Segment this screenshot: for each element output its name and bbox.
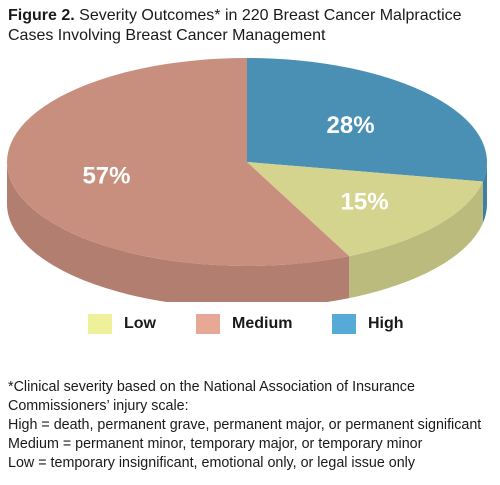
slice-label-low: 15% xyxy=(341,189,389,216)
legend-label-high: High xyxy=(368,315,404,332)
legend-label-medium: Medium xyxy=(232,315,293,332)
footnote-line-2: Commissioners’ injury scale: xyxy=(8,398,189,414)
footnote-line-1: *Clinical severity based on the National… xyxy=(8,379,415,395)
pie-chart: 28% 15% 57% xyxy=(7,58,487,302)
pie-slice-high xyxy=(247,58,487,182)
legend-swatch-medium xyxy=(196,314,220,334)
pie-slice-low xyxy=(247,162,483,257)
chart-title: Figure 2. Severity Outcomes* in 220 Brea… xyxy=(8,6,488,46)
slice-label-medium: 57% xyxy=(82,163,130,190)
legend-item-high: High xyxy=(332,314,404,334)
pie-side-high xyxy=(482,162,487,224)
figure-label: Figure 2. xyxy=(8,7,75,24)
pie-side-low xyxy=(349,181,483,299)
legend-swatch-high xyxy=(332,314,356,334)
footnote-line-3: High = death, permanent grave, permanent… xyxy=(8,417,482,433)
pie-labels: 28% 15% 57% xyxy=(82,112,388,216)
pie-side-medium xyxy=(7,162,350,302)
footnote-line-4: Medium = permanent minor, temporary majo… xyxy=(8,436,423,452)
title-line-1: Severity Outcomes* in 220 Breast Cancer … xyxy=(79,7,462,24)
legend-item-medium: Medium xyxy=(196,314,292,334)
footnote: *Clinical severity based on the National… xyxy=(8,378,496,473)
footnote-line-5: Low = temporary insignificant, emotional… xyxy=(8,455,416,471)
slice-label-high: 28% xyxy=(327,112,375,139)
title-line-2: Cases Involving Breast Cancer Management xyxy=(8,27,326,44)
legend: Low Medium High xyxy=(0,314,500,338)
pie-slice-medium xyxy=(7,58,350,266)
legend-swatch-low xyxy=(88,314,112,334)
legend-label-low: Low xyxy=(124,315,156,332)
pie-tops xyxy=(7,58,487,266)
legend-item-low: Low xyxy=(88,314,156,334)
pie-sides xyxy=(7,162,487,302)
